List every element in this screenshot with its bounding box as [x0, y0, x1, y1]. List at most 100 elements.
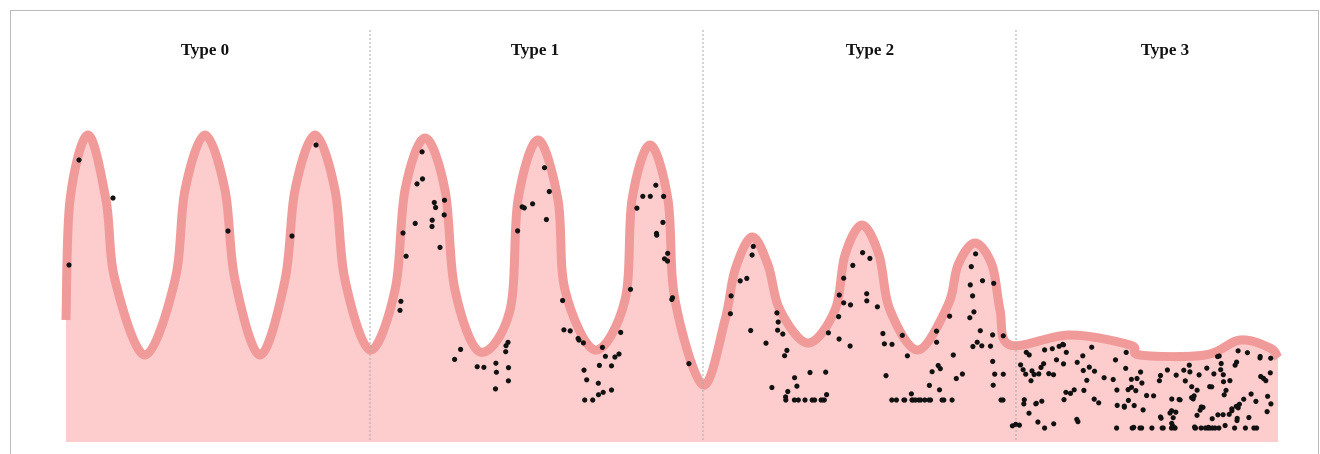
dot	[847, 343, 853, 349]
dot	[1051, 421, 1057, 427]
dot	[850, 262, 856, 268]
dot	[908, 391, 915, 397]
dot	[541, 165, 548, 171]
dot	[1190, 396, 1196, 402]
dot	[458, 346, 464, 352]
dot	[590, 397, 596, 403]
dot	[1046, 371, 1052, 377]
dot	[1033, 401, 1039, 407]
dot	[1125, 397, 1131, 403]
dot	[1169, 396, 1175, 402]
dot	[602, 353, 609, 359]
dot	[567, 328, 573, 334]
dot	[935, 362, 941, 369]
dot	[1112, 357, 1119, 363]
panel-title: Type 3	[1141, 40, 1189, 59]
dot	[1133, 388, 1139, 394]
dot	[1080, 353, 1086, 359]
dot	[1263, 378, 1269, 384]
dot	[1204, 365, 1210, 371]
dot	[1075, 419, 1081, 425]
dot	[1114, 425, 1120, 431]
dot	[560, 297, 566, 304]
dot	[584, 377, 590, 383]
dot	[904, 353, 911, 359]
dot	[1220, 379, 1227, 385]
dot	[474, 364, 480, 370]
dot	[1233, 403, 1239, 409]
dot	[1223, 387, 1229, 393]
dot	[1186, 362, 1192, 368]
dot	[864, 298, 870, 304]
dot	[973, 251, 979, 257]
dot	[595, 392, 602, 398]
dot	[1039, 398, 1045, 404]
dot	[881, 341, 888, 347]
dot	[1151, 393, 1157, 399]
dot	[1215, 353, 1221, 360]
dot	[618, 329, 624, 335]
dot	[1182, 378, 1188, 384]
dot	[1242, 425, 1248, 431]
dot	[727, 311, 734, 317]
dot	[979, 343, 985, 349]
dot	[847, 302, 854, 308]
dot	[941, 397, 947, 403]
dot	[1196, 372, 1202, 378]
dot	[1123, 349, 1129, 355]
dot	[665, 250, 671, 256]
dot	[1061, 397, 1067, 403]
dot	[1268, 401, 1274, 407]
dot	[998, 397, 1004, 403]
dot	[1114, 402, 1120, 408]
dot	[661, 256, 668, 262]
dot	[1130, 425, 1136, 431]
dot	[1028, 378, 1034, 384]
dot	[1101, 375, 1107, 381]
dot	[783, 394, 789, 400]
dot	[889, 397, 895, 403]
dot	[953, 375, 959, 382]
dot	[1023, 371, 1029, 377]
dot	[836, 314, 842, 320]
dot	[1137, 425, 1143, 431]
dot	[802, 397, 808, 403]
dot	[1187, 369, 1193, 375]
dot	[1091, 368, 1098, 374]
dot	[785, 388, 791, 395]
dot	[452, 356, 458, 362]
dot	[1134, 375, 1140, 382]
dot	[660, 219, 666, 225]
dot	[1080, 367, 1086, 374]
panel-title: Type 1	[511, 40, 559, 59]
dot	[543, 216, 550, 223]
dot	[313, 142, 319, 148]
dot	[1267, 370, 1273, 376]
dot	[889, 341, 895, 347]
dot	[429, 217, 435, 223]
dot	[1084, 377, 1090, 383]
dot	[414, 181, 420, 187]
dot	[1026, 352, 1032, 358]
dot	[792, 375, 798, 381]
dot	[546, 188, 552, 195]
dot	[807, 369, 813, 376]
dot	[1200, 404, 1206, 410]
dot	[1232, 425, 1238, 431]
dot	[1220, 412, 1226, 418]
dot	[836, 292, 842, 298]
dot	[1138, 369, 1144, 375]
dot	[893, 397, 900, 403]
dot	[934, 339, 940, 345]
dot	[867, 255, 873, 261]
dot	[1110, 376, 1116, 383]
dot	[1041, 361, 1047, 367]
dot	[441, 197, 448, 203]
dot	[1194, 387, 1200, 393]
dot	[947, 313, 953, 319]
dot	[1074, 359, 1080, 365]
dot	[1265, 393, 1271, 399]
dot	[1264, 409, 1270, 415]
dot	[1157, 414, 1164, 420]
dot	[437, 244, 443, 250]
